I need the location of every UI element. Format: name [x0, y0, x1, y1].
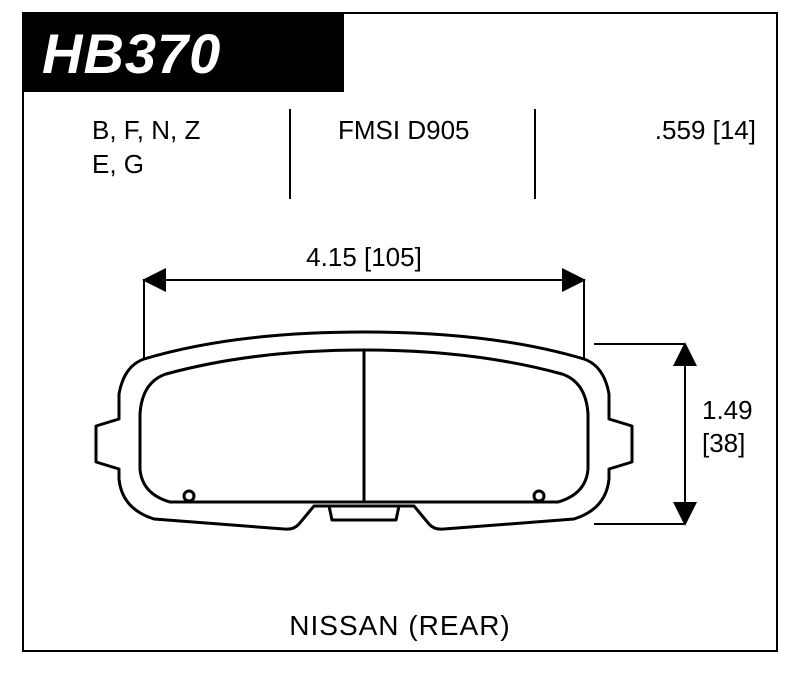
height-dimension: 1.49 [38]	[644, 344, 764, 524]
extension-line	[594, 343, 684, 345]
arrow-up-icon	[673, 342, 697, 366]
arrow-left-icon	[142, 268, 166, 292]
spec-divider	[289, 109, 291, 199]
part-number: HB370	[42, 21, 221, 86]
dimension-line	[684, 344, 686, 524]
width-dimension-label: 4.15 [105]	[144, 242, 584, 273]
width-dimension: 4.15 [105]	[144, 244, 584, 294]
spec-sheet-frame: HB370 B, F, N, Z E, G FMSI D905 .559 [14…	[22, 12, 778, 652]
thickness-spec: .559 [14]	[586, 114, 756, 148]
height-value-in: 1.49	[702, 394, 753, 427]
dimension-line	[144, 279, 584, 281]
height-dimension-label: 1.49 [38]	[702, 394, 753, 459]
header-bar: HB370	[24, 14, 344, 92]
application-label: NISSAN (REAR)	[24, 610, 776, 642]
extension-line	[594, 523, 684, 525]
fmsi-code: FMSI D905	[338, 114, 538, 148]
spec-row: B, F, N, Z E, G FMSI D905 .559 [14]	[24, 114, 776, 194]
codes-line1: B, F, N, Z	[92, 114, 272, 148]
brake-pad-outline	[94, 324, 634, 554]
compound-codes: B, F, N, Z E, G	[92, 114, 272, 182]
height-value-mm: [38]	[702, 427, 753, 460]
spec-divider	[534, 109, 536, 199]
diagram-area: 4.15 [105]	[24, 224, 776, 594]
codes-line2: E, G	[92, 148, 272, 182]
